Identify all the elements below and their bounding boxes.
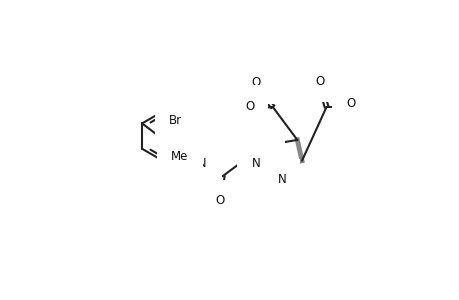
Text: O: O: [215, 194, 224, 207]
Text: N: N: [277, 173, 285, 187]
Text: O: O: [251, 76, 260, 89]
Text: HN: HN: [190, 157, 207, 169]
Text: Br: Br: [168, 114, 181, 127]
Text: O: O: [346, 97, 355, 110]
Text: O: O: [245, 100, 254, 112]
Text: O: O: [315, 75, 325, 88]
Text: N: N: [262, 145, 270, 158]
Text: Me: Me: [171, 150, 188, 163]
Text: N: N: [251, 157, 260, 169]
